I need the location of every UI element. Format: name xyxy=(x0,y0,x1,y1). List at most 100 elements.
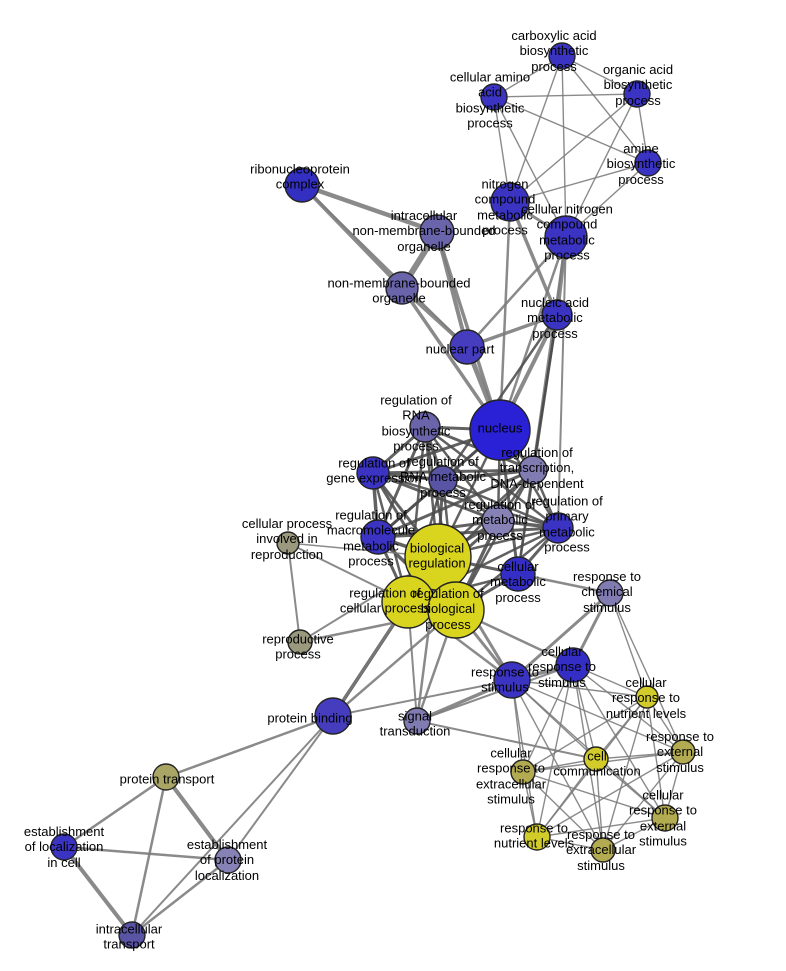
edge-cx-rn xyxy=(536,817,666,838)
node-rk[interactable] xyxy=(427,581,485,639)
edge-cl-ce xyxy=(522,696,648,773)
edge-aa-cn xyxy=(493,96,567,238)
node-nu[interactable] xyxy=(469,399,531,461)
node-rs[interactable] xyxy=(493,661,531,699)
edge-ca-cn xyxy=(561,55,567,238)
node-pb[interactable] xyxy=(314,697,352,735)
edge-cl-cc xyxy=(595,696,648,760)
edge-rr-rp xyxy=(442,478,559,530)
edge-pt-el xyxy=(63,775,167,849)
edge-st-cs xyxy=(416,664,574,722)
edge-nc-nu xyxy=(498,201,512,431)
edge-rb-io xyxy=(301,182,438,235)
edge-ra-rp xyxy=(424,426,559,529)
edge-el-it xyxy=(62,845,134,937)
edge-ce-rx xyxy=(522,771,604,851)
edge-pt-it xyxy=(130,776,168,936)
edge-am-nc xyxy=(509,162,649,203)
node-na[interactable] xyxy=(541,299,573,331)
edge-pt-ep xyxy=(164,775,230,862)
node-no[interactable] xyxy=(385,271,419,305)
edge-rg-rp xyxy=(372,471,559,530)
edge-rs-re xyxy=(511,679,684,753)
edge-re-rx xyxy=(602,751,684,851)
edge-aa-oa xyxy=(493,93,638,98)
node-np[interactable] xyxy=(449,329,485,365)
node-rc[interactable] xyxy=(381,575,435,629)
node-re[interactable] xyxy=(670,739,696,765)
edge-cn-nu xyxy=(498,236,568,431)
edge-cc-cx xyxy=(595,758,666,819)
edge-oa-nc xyxy=(509,93,638,203)
node-cl[interactable] xyxy=(635,685,659,709)
edge-ce-cx xyxy=(522,771,666,819)
node-aa[interactable] xyxy=(480,83,508,111)
edge-rm-rp xyxy=(377,526,559,539)
edge-rs-cl xyxy=(511,679,648,698)
node-rt[interactable] xyxy=(518,455,548,485)
edge-ch-cl xyxy=(609,592,648,698)
node-rb[interactable] xyxy=(284,167,320,203)
edge-cc-rn xyxy=(536,758,597,838)
edge-ep-it xyxy=(131,859,229,936)
edge-cs-ce xyxy=(522,664,574,773)
edge-el-ep xyxy=(63,845,229,862)
node-rn[interactable] xyxy=(523,823,551,851)
node-nc[interactable] xyxy=(490,182,530,222)
edge-na-rr xyxy=(441,314,559,481)
node-ce[interactable] xyxy=(510,759,536,785)
node-oa[interactable] xyxy=(623,80,651,108)
edge-rd-cr xyxy=(287,542,301,643)
edge-pb-it xyxy=(131,715,334,936)
node-rr[interactable] xyxy=(428,465,458,495)
node-rm[interactable] xyxy=(360,519,396,555)
edge-oa-cn xyxy=(565,93,638,238)
node-am[interactable] xyxy=(634,149,662,177)
node-rx[interactable] xyxy=(590,837,616,863)
node-cn[interactable] xyxy=(544,215,588,259)
edge-rs-ch xyxy=(511,591,611,682)
edge-ca-oa xyxy=(561,55,638,95)
node-rg[interactable] xyxy=(356,456,390,490)
node-rf[interactable] xyxy=(481,504,515,538)
edge-rs-rx xyxy=(511,679,604,851)
edge-pb-rs xyxy=(332,679,513,717)
node-cx[interactable] xyxy=(651,804,679,832)
node-ch[interactable] xyxy=(596,579,624,607)
node-it[interactable] xyxy=(118,921,146,949)
edge-layer xyxy=(62,55,684,937)
edge-pb-ep xyxy=(227,715,334,861)
edge-np-cn xyxy=(466,236,567,348)
node-ra[interactable] xyxy=(409,411,441,443)
edge-ca-nc xyxy=(509,55,563,203)
edge-cn-rp xyxy=(557,236,567,529)
node-cr[interactable] xyxy=(276,531,300,555)
edge-cl-cx xyxy=(646,696,666,819)
edge-nc-na xyxy=(508,201,559,316)
edge-rg-rf xyxy=(372,471,499,523)
node-io[interactable] xyxy=(419,214,455,250)
edge-cc-rx xyxy=(595,758,604,851)
node-st[interactable] xyxy=(403,707,431,735)
edge-cl-rx xyxy=(602,696,648,851)
node-layer xyxy=(50,42,696,949)
node-cs[interactable] xyxy=(555,647,591,683)
node-el[interactable] xyxy=(50,833,78,861)
node-cc[interactable] xyxy=(583,746,609,772)
edge-pb-pt xyxy=(165,714,334,779)
edge-re-rn xyxy=(536,751,684,838)
node-rd[interactable] xyxy=(287,629,313,655)
node-cm[interactable] xyxy=(500,556,536,592)
edge-ca-am xyxy=(561,55,649,164)
node-pt[interactable] xyxy=(152,763,180,791)
node-rp[interactable] xyxy=(542,512,574,544)
edge-ch-re xyxy=(609,592,684,753)
node-ep[interactable] xyxy=(214,846,242,874)
node-ca[interactable] xyxy=(548,42,576,70)
edge-aa-am xyxy=(493,96,649,164)
edge-cc-st xyxy=(416,720,597,760)
edge-rs-rn xyxy=(511,679,538,838)
